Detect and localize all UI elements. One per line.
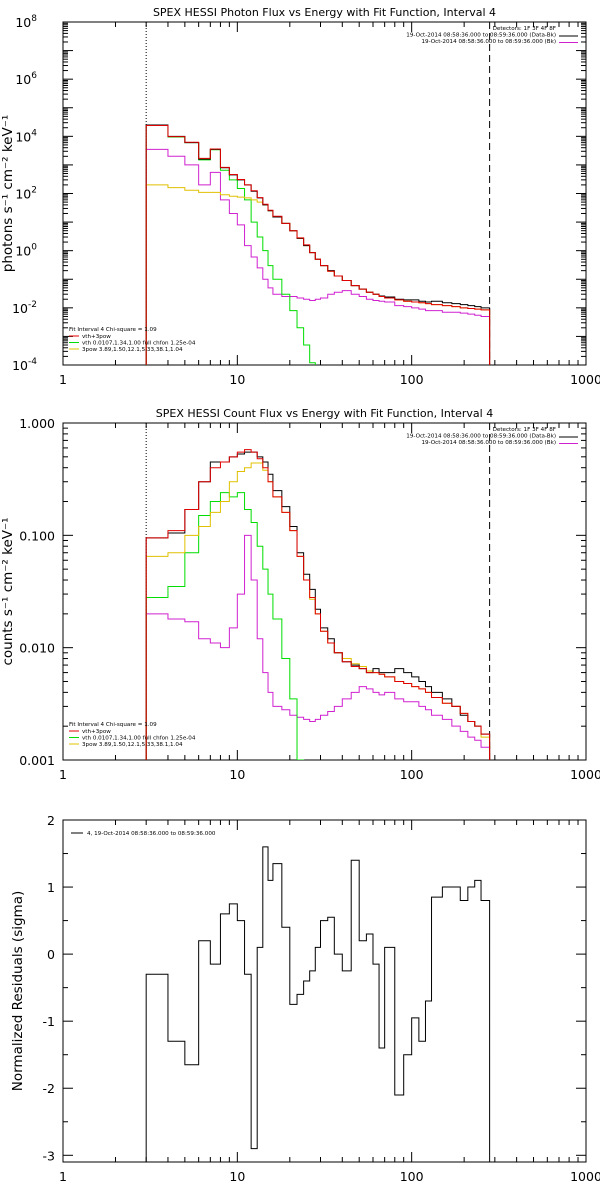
y-axis-label: Normalized Residuals (sigma) [10, 891, 26, 1092]
legend-entry: vth 0.0107,1.34,1.00 full chfon 1.25e-04 [82, 341, 196, 347]
x-tick-label: 1 [59, 767, 67, 782]
y-tick-exp: 4 [31, 128, 37, 138]
info-line: 19-Oct-2014 08:58:36.000 to 08:59:36.000… [421, 440, 556, 446]
y-tick-base: 10 [15, 15, 31, 30]
legend-entry: 4, 19-Oct-2014 08:58:36.000 to 08:59:36.… [87, 831, 216, 837]
x-tick-label: 1000 [570, 372, 600, 387]
info-line: 19-Oct-2014 08:58:36.000 to 08:59:36.000… [421, 39, 556, 45]
y-tick-label: 0.001 [19, 753, 55, 768]
residuals-line [145, 846, 491, 1162]
panel-1: SPEX HESSI Photon Flux vs Energy with Fi… [0, 6, 600, 387]
panel-2: SPEX HESSI Count Flux vs Energy with Fit… [0, 407, 600, 782]
x-tick-label: 1000 [570, 1169, 600, 1184]
x-tick-label: 100 [400, 767, 424, 782]
x-tick-label: 1000 [570, 767, 600, 782]
thermal-fit-line [145, 124, 316, 365]
legend-header: Fit Interval 4 Chi-square = 1.09 [69, 327, 157, 333]
y-tick-label: 10-2 [12, 300, 37, 316]
y-axis-label: photons s⁻¹ cm⁻² keV⁻¹ [0, 115, 16, 273]
y-tick-label: 1.000 [19, 416, 55, 431]
y-tick-label: 0 [47, 947, 55, 962]
background-spectrum-line [145, 148, 491, 365]
y-tick-label: 10-4 [12, 357, 37, 373]
legend-entry: 3pow 3.89,1.50,12.1,5.33,38.1,1.04 [82, 742, 183, 748]
y-tick-exp: -4 [28, 357, 37, 367]
info-line: Detectors: 1F 3F 4F 8F [493, 427, 556, 433]
y-tick-label: 0.100 [19, 528, 55, 543]
x-tick-label: 10 [229, 372, 245, 387]
plot-frame [62, 422, 587, 761]
x-tick-label: 100 [400, 1169, 424, 1184]
x-tick-label: 10 [229, 1169, 245, 1184]
info-line: 19-Oct-2014 08:58:36.000 to 08:59:36.000… [406, 33, 556, 39]
y-tick-base: 10 [15, 129, 31, 144]
y-tick-label: 100 [15, 243, 37, 259]
y-tick-label: -3 [43, 1148, 55, 1163]
y-tick-label: -2 [43, 1081, 55, 1096]
y-tick-exp: 8 [31, 14, 37, 24]
y-tick-exp: 2 [31, 186, 37, 196]
y-tick-base: 10 [12, 301, 28, 316]
y-tick-label: -1 [43, 1014, 55, 1029]
legend-entry: 3pow 3.89,1.50,12.1,5.33,38.1,1.04 [82, 347, 183, 353]
x-tick-label: 1 [59, 372, 67, 387]
x-tick-label: 10 [229, 767, 245, 782]
y-tick-exp: 6 [31, 71, 37, 81]
y-tick-label: 1 [47, 880, 55, 895]
y-tick-exp: 0 [31, 243, 37, 253]
plot-frame [62, 819, 587, 1163]
legend-entry: vth+3pow [82, 334, 111, 340]
y-tick-label: 108 [15, 14, 37, 30]
y-tick-base: 10 [12, 358, 28, 373]
total-fit-line [145, 449, 491, 760]
legend-entry: vth+3pow [82, 729, 111, 735]
y-tick-label: 106 [15, 71, 37, 87]
y-tick-base: 10 [15, 244, 31, 259]
y-tick-exp: -2 [28, 300, 37, 310]
y-tick-base: 10 [15, 72, 31, 87]
total-fit-line [145, 124, 491, 365]
info-line: Detectors: 1F 3F 4F 8F [493, 26, 556, 32]
chart-title: SPEX HESSI Count Flux vs Energy with Fit… [156, 407, 493, 420]
y-tick-label: 0.010 [19, 641, 55, 656]
background-spectrum-line [145, 534, 491, 760]
thermal-fit-line [145, 492, 305, 760]
legend-entry: vth 0.0107,1.34,1.00 full chfon 1.25e-04 [82, 736, 196, 742]
y-tick-label: 102 [15, 186, 37, 202]
y-axis-label: counts s⁻¹ cm⁻² keV⁻¹ [0, 517, 16, 665]
y-tick-label: 2 [47, 813, 55, 828]
chart-title: SPEX HESSI Photon Flux vs Energy with Fi… [153, 6, 496, 19]
y-tick-label: 104 [15, 128, 37, 144]
y-tick-base: 10 [15, 187, 31, 202]
x-tick-label: 100 [400, 372, 424, 387]
x-tick-label: 1 [59, 1169, 67, 1184]
panel-3: 1 10 100 1000 -3 -2 -1 0 1 2 Normalized Residuals … [10, 813, 600, 1184]
legend-header: Fit Interval 4 Chi-square = 1.09 [69, 722, 157, 728]
info-line: 19-Oct-2014 08:58:36.000 to 08:59:36.000… [406, 434, 556, 440]
